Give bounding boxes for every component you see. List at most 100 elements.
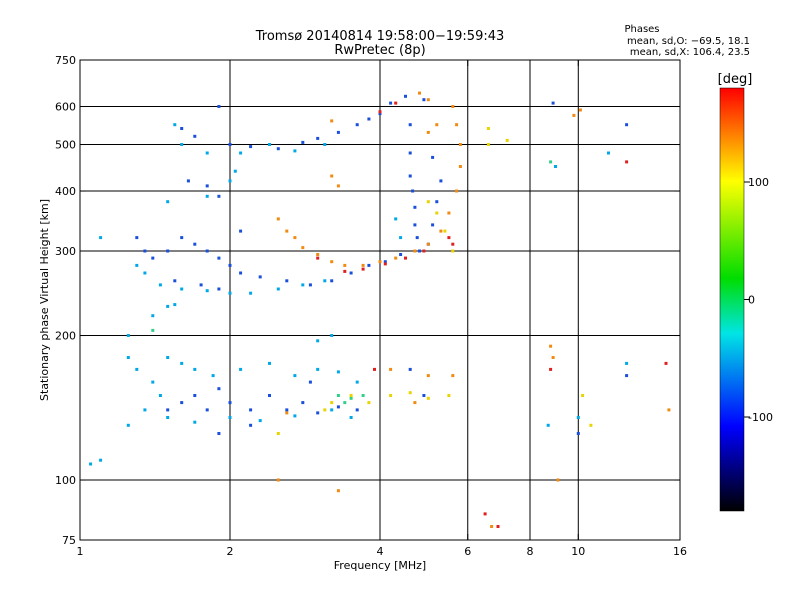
data-point [435,200,439,204]
data-point [378,110,382,114]
data-point [625,374,629,378]
data-point [408,391,412,395]
data-point [126,356,130,359]
data-point [336,489,340,493]
data-point [625,160,629,164]
data-point [205,184,209,188]
data-point [205,194,209,198]
x-tick-label: 10 [571,545,585,558]
data-point [451,374,455,378]
data-point [361,394,365,397]
data-point [228,179,232,183]
plot-frame [79,59,681,541]
data-point [323,408,327,412]
data-point [458,165,462,168]
data-point [383,260,387,264]
data-point [135,236,139,240]
data-point [336,394,340,397]
data-point [367,263,371,267]
data-point [285,279,289,283]
data-point [249,145,253,149]
data-points [89,91,671,528]
y-tick-label: 600 [55,101,76,114]
colorbar-label: [deg] [718,72,753,87]
data-point [447,394,451,397]
data-point [293,374,297,378]
data-point [383,262,387,266]
data-point [422,249,426,253]
data-point [193,367,197,371]
data-point [431,155,435,159]
data-point [330,260,334,264]
data-point [408,367,412,371]
data-point [373,367,376,371]
data-point [217,287,221,291]
x-tick-label: 6 [464,545,471,558]
data-point [389,394,393,397]
data-point [422,394,426,397]
data-point [451,249,455,253]
data-point [336,184,340,188]
data-point [426,130,430,134]
data-point [308,380,312,384]
data-point [549,367,553,371]
colorbar-tick-label: 100 [748,176,769,189]
data-point [233,169,237,173]
data-point [268,361,271,365]
data-point [443,229,447,233]
data-point [572,113,576,117]
data-point [249,423,253,427]
chart-subtitle: RwPretec (8p) [334,43,425,58]
data-point [166,356,170,359]
data-point [205,408,209,412]
data-point [166,416,170,419]
data-point [589,423,593,427]
data-point [166,200,170,204]
data-point [549,344,553,348]
data-point [355,408,359,412]
y-tick-label: 750 [55,54,76,67]
data-point [455,189,459,193]
data-point [151,314,155,318]
data-point [426,98,430,102]
data-point [316,367,320,371]
data-point [276,478,280,482]
data-point [439,179,443,183]
y-tick-label: 300 [55,245,76,258]
data-point [316,253,320,256]
data-point [180,287,184,291]
data-point [143,408,147,412]
data-point [415,236,419,240]
data-point [268,394,271,397]
data-point [316,256,320,260]
data-point [394,256,398,260]
data-point [546,423,550,427]
grid-lines [80,60,680,540]
data-point [228,143,232,146]
data-point [89,462,93,466]
data-point [166,249,170,253]
x-axis-label: Frequency [MHz] [334,559,426,572]
data-point [173,123,177,127]
data-point [166,304,170,308]
data-point [426,242,430,246]
data-point [316,411,320,415]
data-point [551,101,555,105]
data-point [411,189,415,193]
data-point [496,525,500,528]
data-point [576,432,580,435]
x-tick-label: 1 [77,545,84,558]
data-point [413,223,417,227]
data-point [394,217,398,221]
data-point [158,394,162,397]
data-point [361,263,365,267]
data-point [180,143,184,146]
data-point [135,263,139,267]
data-point [293,236,297,240]
data-point [667,408,671,412]
data-point [228,401,232,405]
data-point [389,101,393,105]
data-point [556,478,560,482]
data-point [431,223,435,227]
